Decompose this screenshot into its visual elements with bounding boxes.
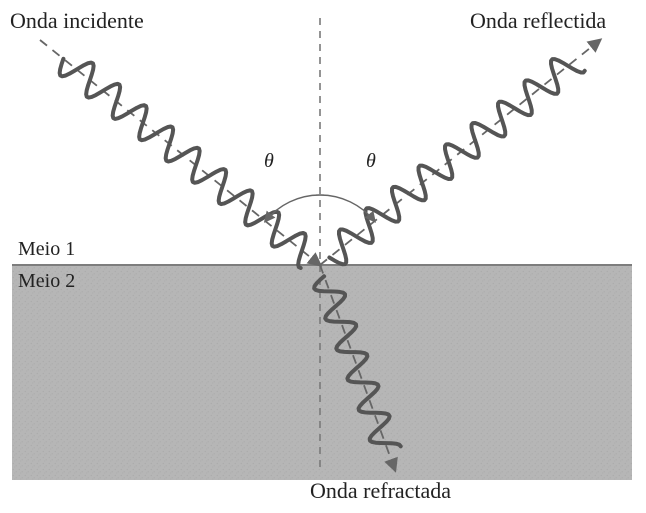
label-incident: Onda incidente: [10, 8, 144, 34]
diagram-container: Onda incidente Onda reflectida Onda refr…: [0, 0, 646, 513]
label-medium2: Meio 2: [18, 270, 75, 293]
label-theta-left: θ: [264, 150, 274, 173]
diagram-svg: [0, 0, 646, 513]
label-medium1: Meio 1: [18, 238, 75, 261]
label-refracted: Onda refractada: [310, 478, 451, 504]
label-theta-right: θ: [366, 150, 376, 173]
label-reflected: Onda reflectida: [470, 8, 606, 34]
